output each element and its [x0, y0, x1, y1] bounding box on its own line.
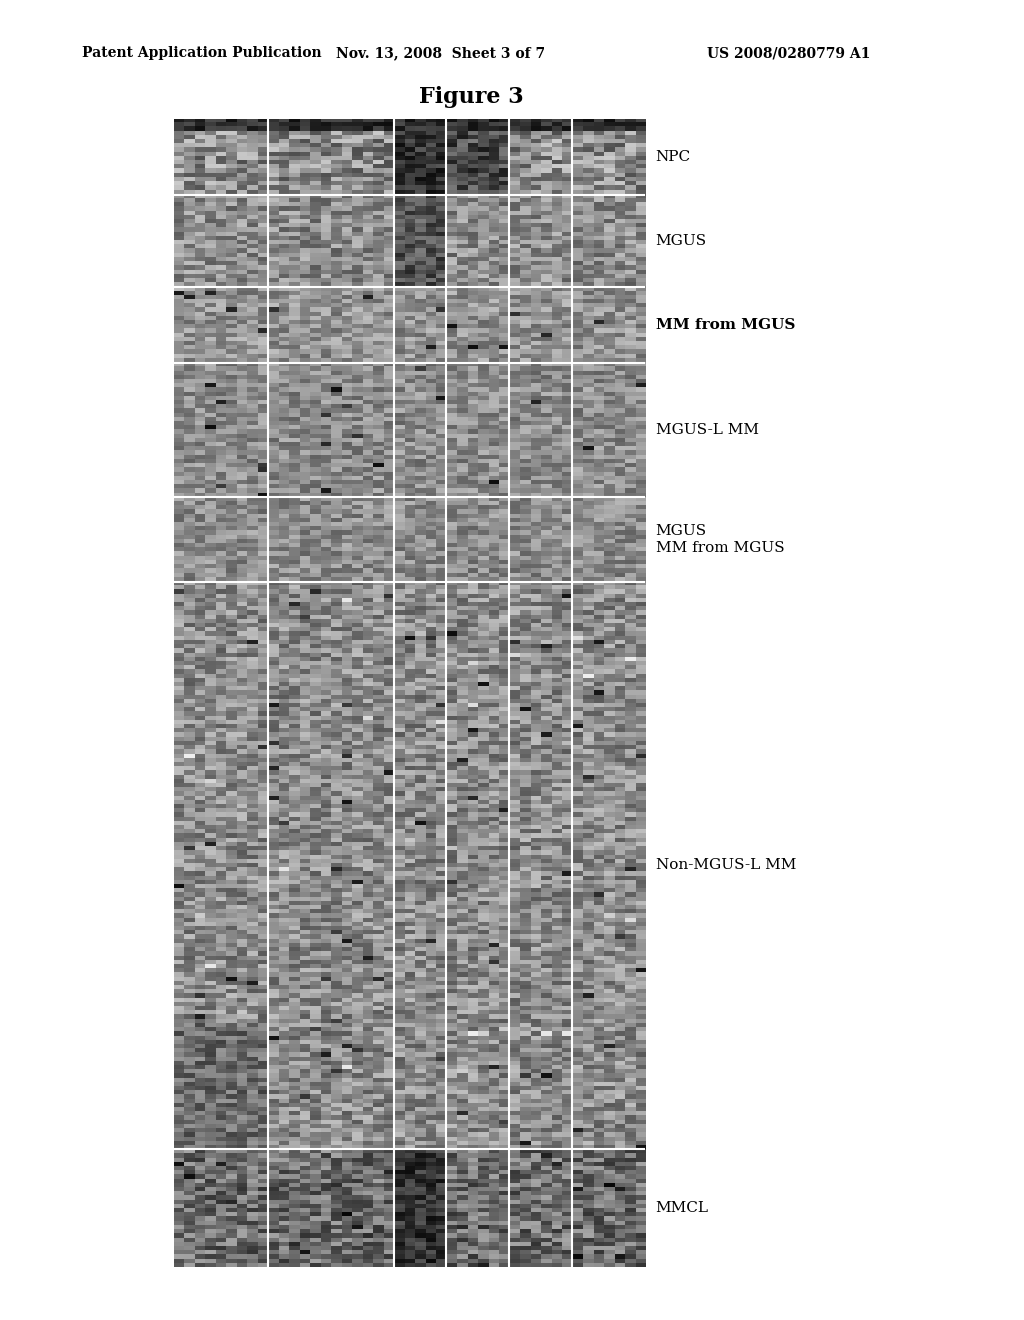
Text: US 2008/0280779 A1: US 2008/0280779 A1: [707, 46, 870, 61]
Text: Patent Application Publication: Patent Application Publication: [82, 46, 322, 61]
Text: Nov. 13, 2008  Sheet 3 of 7: Nov. 13, 2008 Sheet 3 of 7: [336, 46, 545, 61]
Text: MM from MGUS: MM from MGUS: [655, 318, 795, 331]
Text: Figure 3: Figure 3: [419, 86, 523, 108]
Text: MGUS
MM from MGUS: MGUS MM from MGUS: [655, 524, 784, 554]
Text: MGUS-L MM: MGUS-L MM: [655, 424, 759, 437]
Text: MGUS: MGUS: [655, 234, 707, 248]
Text: NPC: NPC: [655, 149, 691, 164]
Text: MMCL: MMCL: [655, 1201, 709, 1216]
Text: Non-MGUS-L MM: Non-MGUS-L MM: [655, 858, 796, 873]
